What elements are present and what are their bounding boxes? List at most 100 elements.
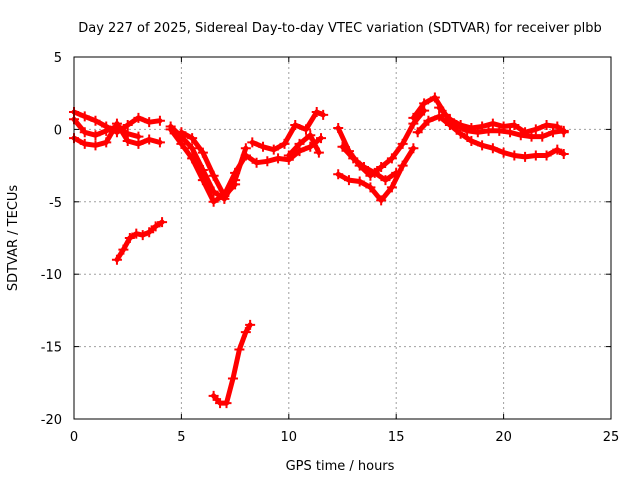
data-point-track-1 xyxy=(133,112,144,123)
data-point-track-17 xyxy=(541,120,552,131)
data-point-track-17 xyxy=(455,120,466,131)
data-point-track-14 xyxy=(380,175,391,186)
data-point-track-1 xyxy=(122,120,133,131)
x-tick-label: 10 xyxy=(281,430,298,445)
data-point-track-16 xyxy=(434,111,445,122)
data-point-track-13 xyxy=(333,169,344,180)
data-point-track-3 xyxy=(122,128,133,139)
data-point-track-10 xyxy=(300,124,311,135)
data-point-track-2 xyxy=(154,137,165,148)
data-point-track-9 xyxy=(240,150,251,161)
data-point-track-7 xyxy=(219,191,230,202)
data-point-track-17 xyxy=(466,122,477,133)
data-point-track-9 xyxy=(262,156,273,167)
data-point-track-7 xyxy=(197,147,208,158)
y-tick-label: -10 xyxy=(41,268,62,283)
data-point-track-4 xyxy=(157,217,168,228)
data-point-track-17 xyxy=(487,118,498,129)
data-point-track-17 xyxy=(552,121,563,132)
grid-layer xyxy=(74,57,611,419)
data-point-track-10 xyxy=(268,144,279,155)
data-point-track-8 xyxy=(240,327,251,338)
data-point-track-7 xyxy=(187,133,198,144)
data-point-track-1 xyxy=(79,111,90,122)
data-point-track-3 xyxy=(101,125,112,136)
data-point-track-2 xyxy=(90,140,101,151)
x-tick-label: 25 xyxy=(603,430,620,445)
data-point-track-17 xyxy=(444,114,455,125)
data-point-track-16 xyxy=(477,140,488,151)
data-point-track-2 xyxy=(144,134,155,145)
data-point-track-13 xyxy=(397,160,408,171)
data-point-track-13 xyxy=(408,143,419,154)
data-point-track-12 xyxy=(376,162,387,173)
data-point-track-16 xyxy=(558,149,569,160)
data-point-track-15 xyxy=(408,112,419,123)
data-point-track-2 xyxy=(79,138,90,149)
data-point-track-17 xyxy=(530,124,541,135)
data-point-track-16 xyxy=(498,147,509,158)
x-tick-label: 20 xyxy=(495,430,512,445)
data-point-track-1 xyxy=(144,117,155,128)
data-point-track-15 xyxy=(537,131,548,142)
data-point-track-3 xyxy=(133,131,144,142)
data-point-track-8 xyxy=(221,398,232,409)
data-point-track-7 xyxy=(208,170,219,181)
y-tick-label: 0 xyxy=(54,123,62,138)
data-point-track-8 xyxy=(234,344,245,355)
data-point-track-4 xyxy=(118,244,129,255)
data-point-track-6 xyxy=(208,196,219,207)
series-layer xyxy=(69,92,569,409)
x-tick-label: 0 xyxy=(70,430,78,445)
data-point-track-5 xyxy=(187,143,198,154)
plot-frame xyxy=(73,56,612,420)
data-point-track-16 xyxy=(541,150,552,161)
data-point-track-17 xyxy=(520,127,531,138)
data-point-track-4 xyxy=(150,221,161,232)
data-point-track-13 xyxy=(365,182,376,193)
data-point-track-6 xyxy=(165,124,176,135)
y-tick-label: -20 xyxy=(41,413,62,428)
data-point-track-6 xyxy=(230,167,241,178)
data-point-track-3 xyxy=(111,121,122,132)
data-point-track-15 xyxy=(483,125,494,136)
data-point-track-8 xyxy=(245,319,256,330)
data-point-track-8 xyxy=(227,373,238,384)
data-point-track-16 xyxy=(509,150,520,161)
data-point-track-16 xyxy=(466,135,477,146)
data-point-track-16 xyxy=(520,151,531,162)
data-point-track-1 xyxy=(90,115,101,126)
data-point-track-12 xyxy=(397,138,408,149)
data-point-track-6 xyxy=(187,153,198,164)
x-tick-label: 5 xyxy=(177,430,185,445)
y-tick-label: -15 xyxy=(41,341,62,356)
data-point-track-7 xyxy=(230,179,241,190)
data-point-track-15 xyxy=(429,92,440,103)
y-axis-label: SDTVAR / TECUs xyxy=(6,185,21,292)
data-point-track-11 xyxy=(283,150,294,161)
y-tick-label: 5 xyxy=(54,51,62,66)
data-point-track-14 xyxy=(337,141,348,152)
data-point-track-9 xyxy=(251,157,262,168)
data-point-track-13 xyxy=(343,175,354,186)
data-point-track-3 xyxy=(90,130,101,141)
data-point-track-17 xyxy=(558,127,569,138)
x-axis-label: GPS time / hours xyxy=(286,459,395,474)
data-point-track-14 xyxy=(369,167,380,178)
y-tick-label: -5 xyxy=(49,196,62,211)
data-point-track-10 xyxy=(279,138,290,149)
series-line-track-6 xyxy=(168,126,249,205)
data-point-track-16 xyxy=(530,150,541,161)
data-point-track-16 xyxy=(423,115,434,126)
x-tick-label: 15 xyxy=(388,430,405,445)
data-point-track-15 xyxy=(419,98,430,109)
data-point-track-4 xyxy=(131,228,142,239)
series-line-track-14 xyxy=(340,144,399,183)
data-point-track-4 xyxy=(137,230,148,241)
data-point-track-10 xyxy=(318,109,329,120)
data-point-track-11 xyxy=(313,147,324,158)
data-point-track-13 xyxy=(386,182,397,193)
data-point-track-9 xyxy=(273,153,284,164)
data-point-track-13 xyxy=(376,195,387,206)
